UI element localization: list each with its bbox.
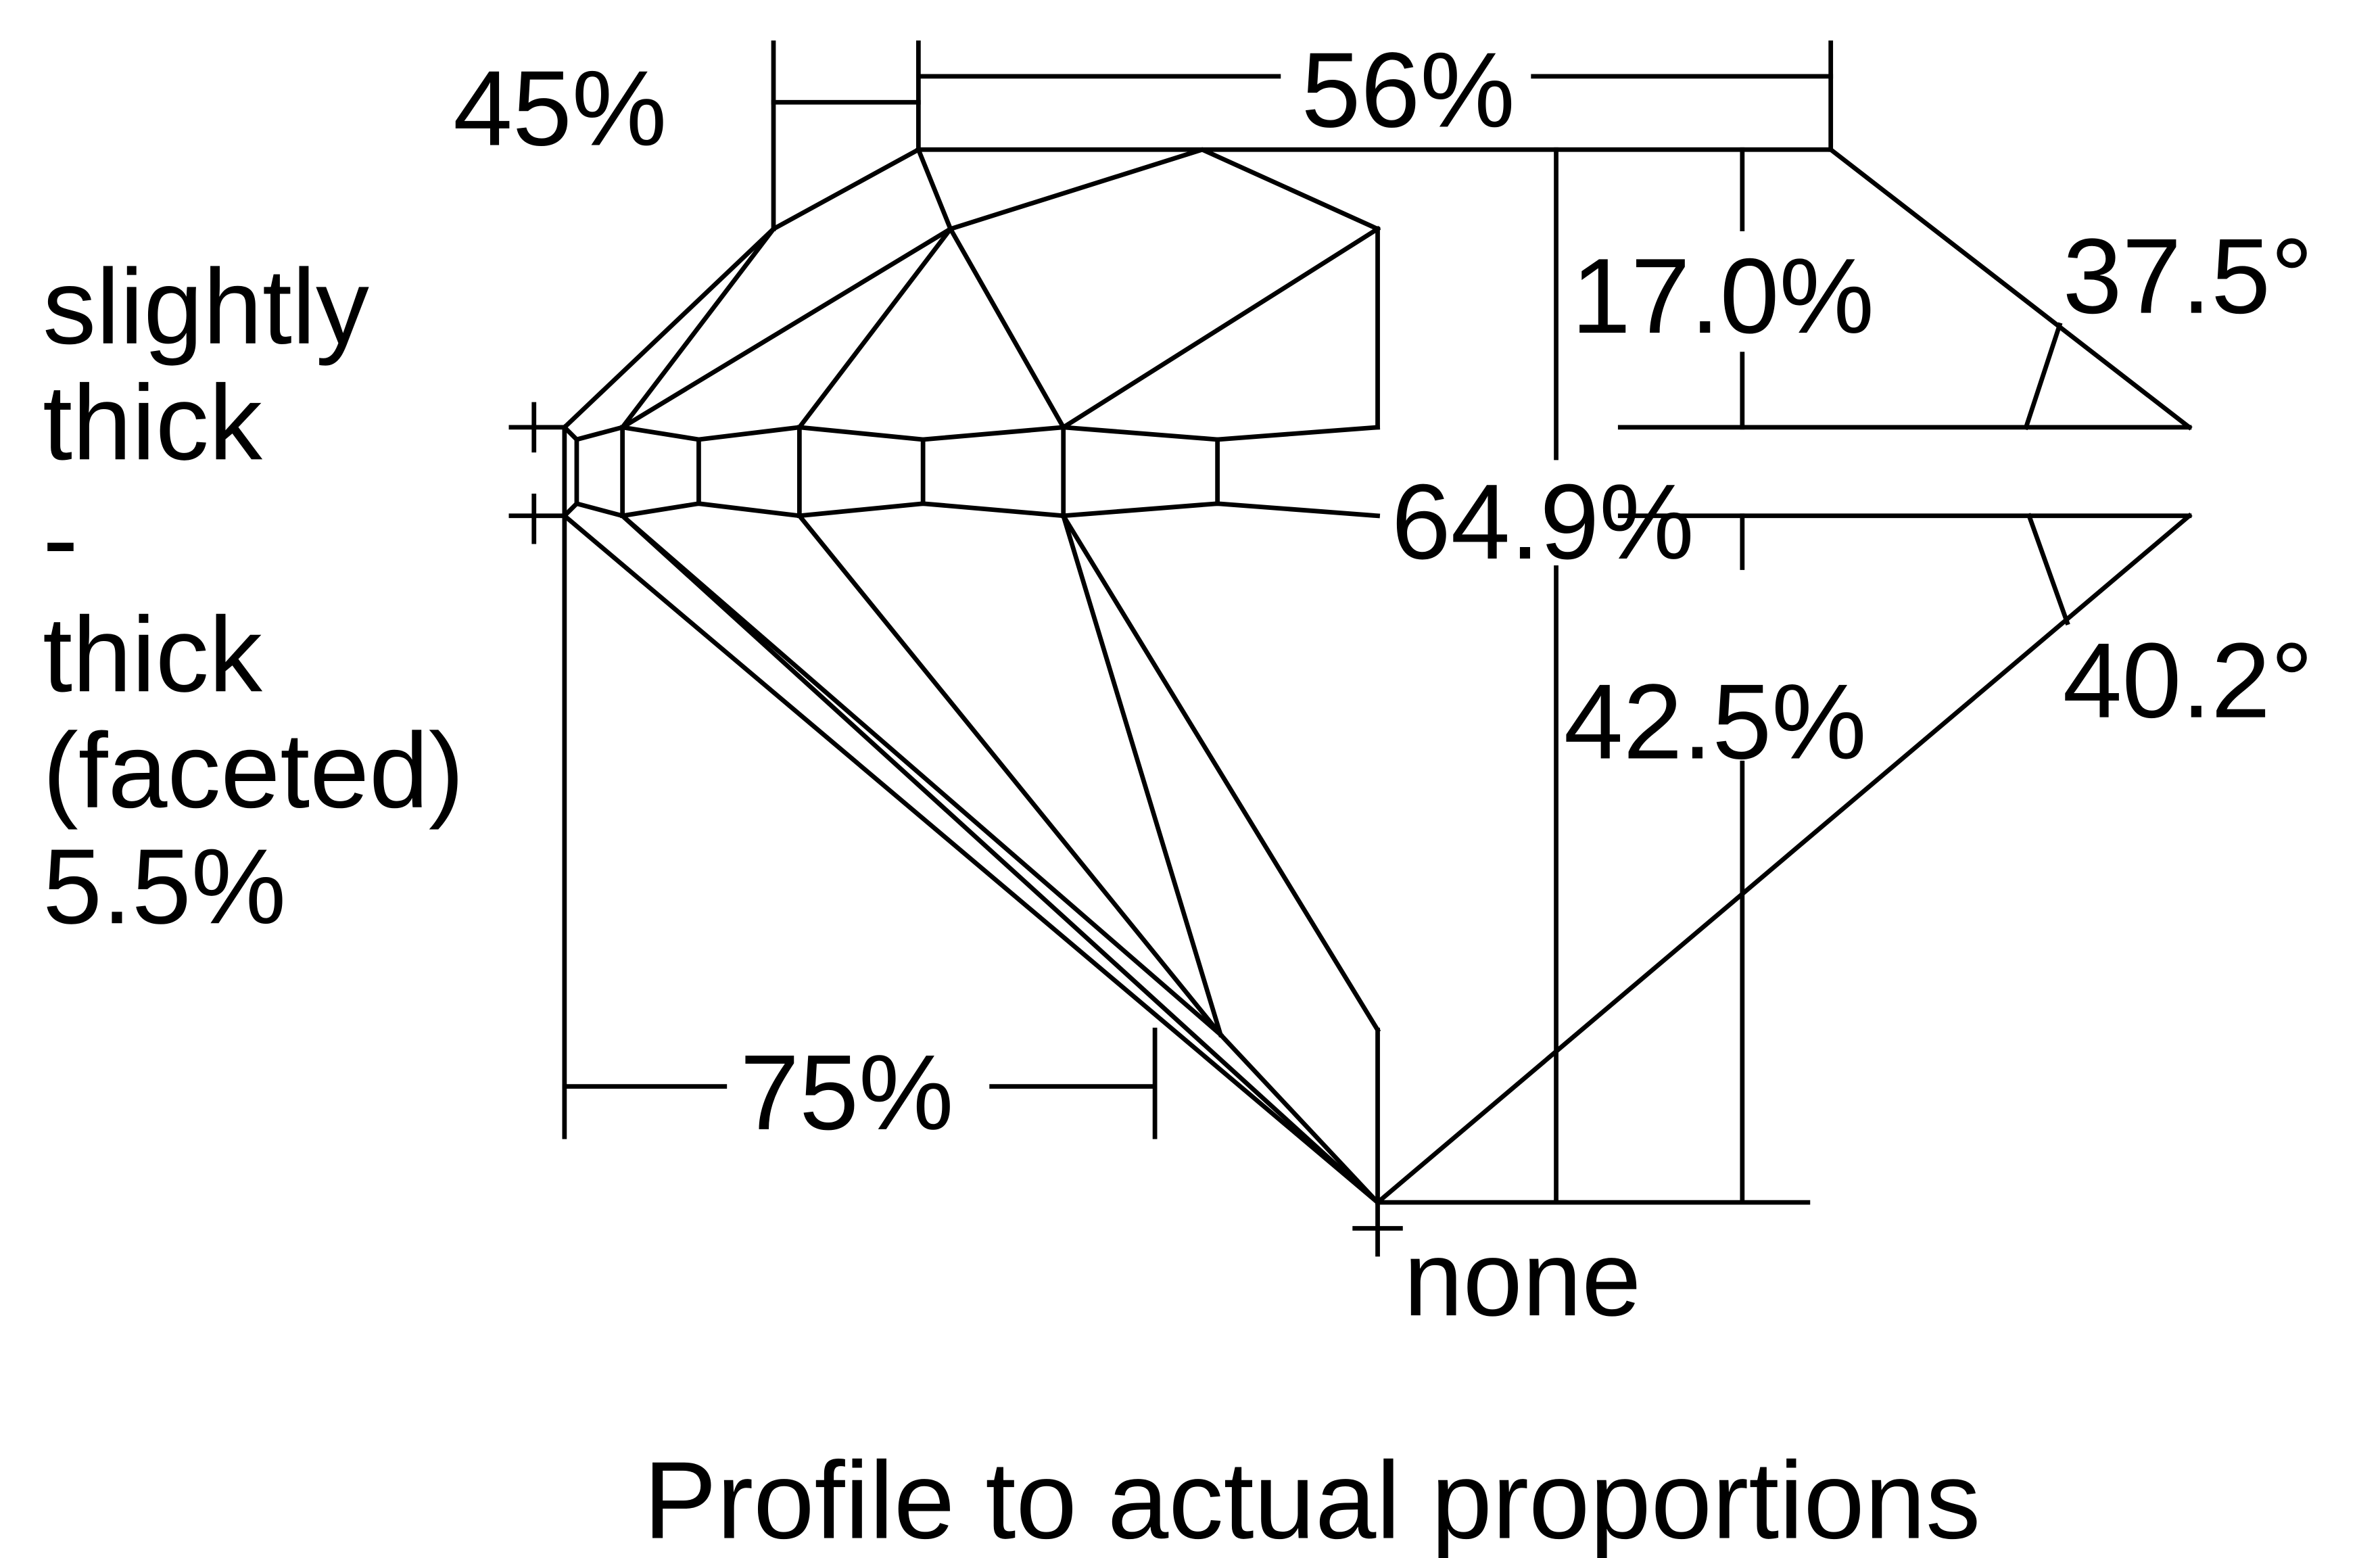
- dimension-lines: [508, 40, 2192, 1257]
- facet-line: [947, 225, 1067, 431]
- facet-line: [1060, 225, 1381, 431]
- lower-half-label: 75%: [740, 1033, 953, 1152]
- girdle-bottom: [561, 500, 1381, 519]
- labels: 45% 56% 17.0% 37.5° 64.9% 42.5% 40.2° 75…: [43, 30, 2313, 1558]
- crown-height-label: 17.0%: [1571, 237, 1874, 356]
- facet-line: [619, 225, 777, 431]
- pavilion-depth-label: 42.5%: [1564, 663, 1867, 782]
- crown-angle-label: 37.5°: [2063, 217, 2314, 336]
- crown-offset-label: 45%: [453, 49, 667, 168]
- pavilion: [561, 512, 2193, 1206]
- girdle-top: [561, 424, 1381, 442]
- diagram-title: Profile to actual proportions: [644, 1440, 1981, 1558]
- culet-label: none: [1404, 1219, 1641, 1338]
- diamond-outline: [561, 146, 2193, 1206]
- facet-line: [619, 225, 954, 431]
- girdle-label: -: [43, 479, 78, 598]
- star-facets: [915, 146, 1381, 233]
- girdle-ticks: [562, 425, 1220, 519]
- girdle-label: 5.5%: [43, 827, 286, 946]
- pavilion-angle-label: 40.2°: [2063, 621, 2314, 740]
- facet-line: [796, 225, 954, 431]
- table-label: 56%: [1302, 30, 1515, 149]
- total-depth-label: 64.9%: [1391, 463, 1694, 582]
- girdle-label: slightly: [43, 247, 369, 367]
- girdle-label: thick: [43, 595, 263, 714]
- girdle-label: thick: [43, 363, 263, 482]
- girdle-label: (faceted): [43, 711, 464, 830]
